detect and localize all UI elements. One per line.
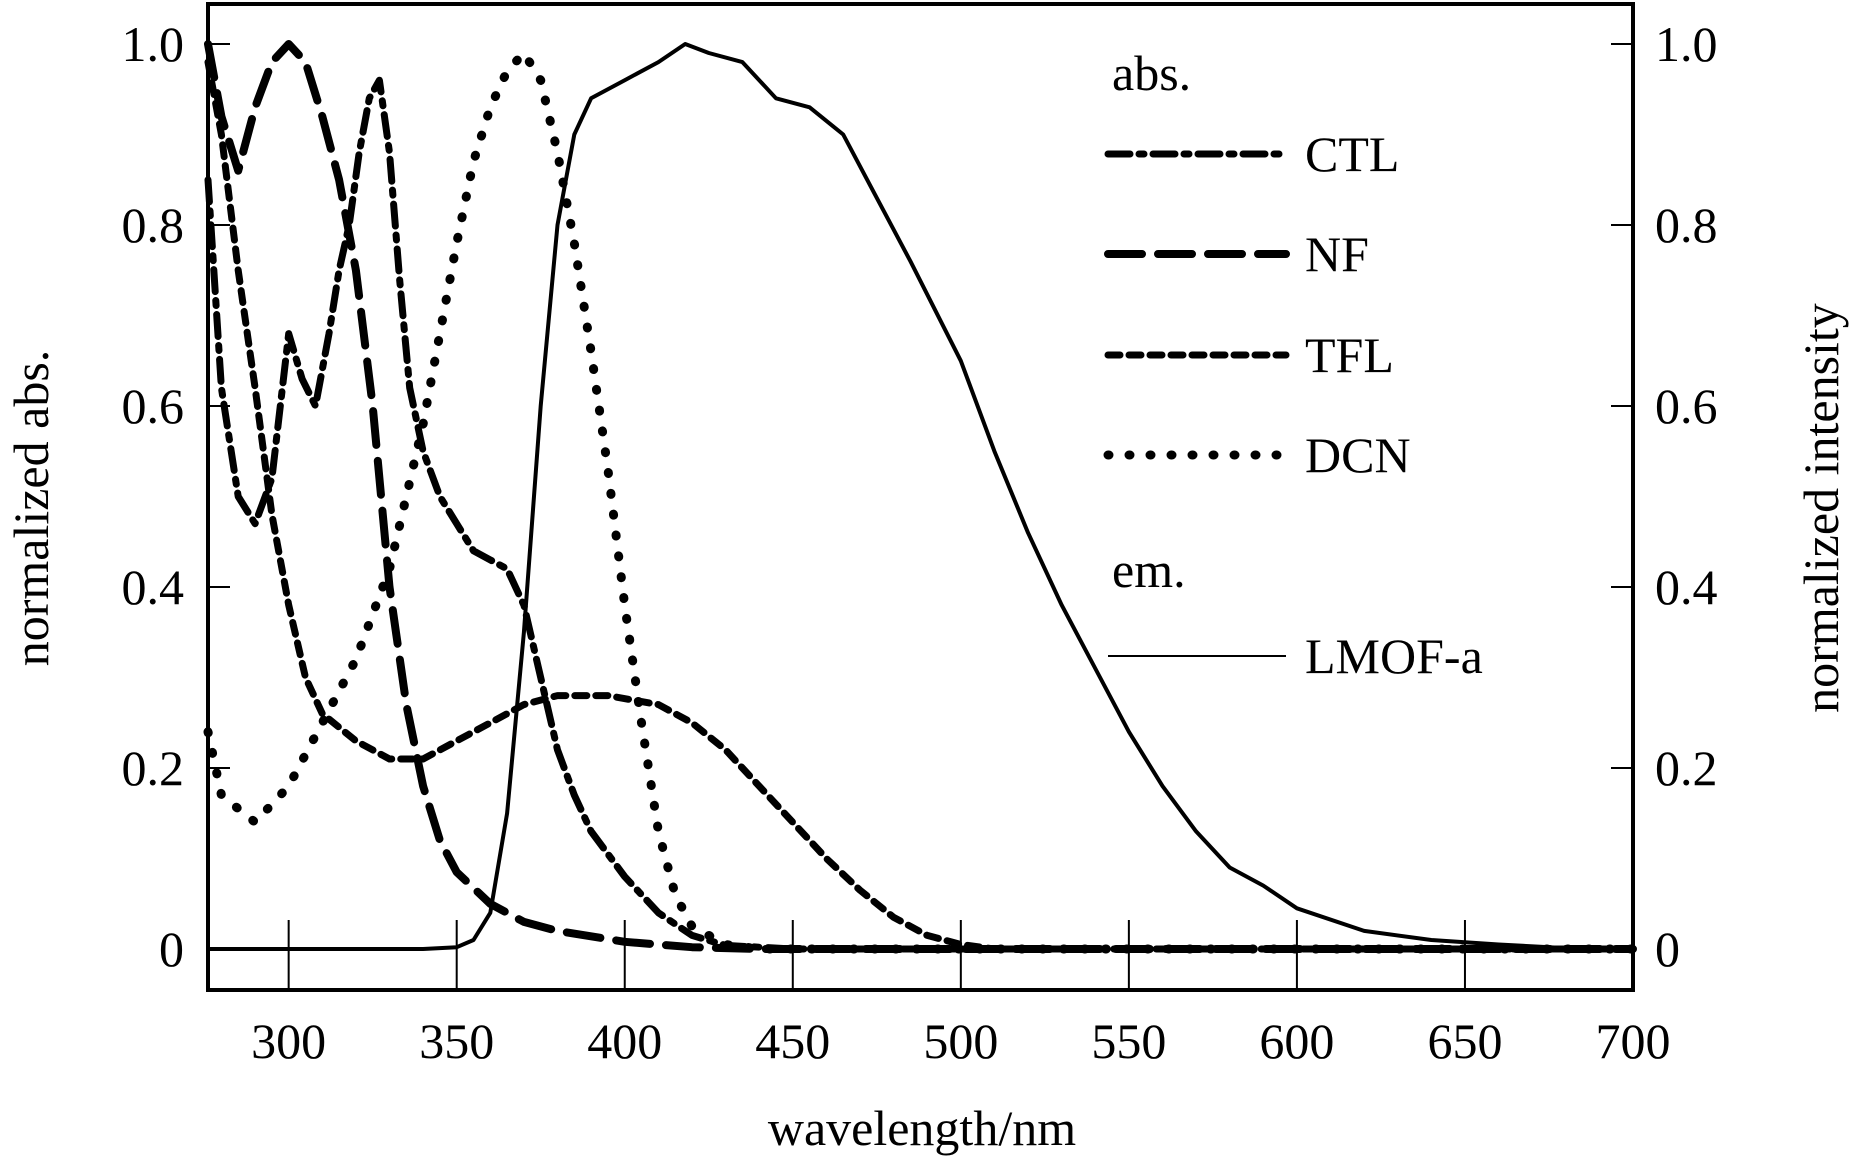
- x-tick-label: 550: [1091, 1013, 1166, 1069]
- y-tick-label-left: 0.8: [122, 197, 185, 253]
- legend-label-lmof-a: LMOF-a: [1305, 628, 1483, 684]
- y-axis-label-left: normalized abs.: [3, 350, 59, 667]
- x-tick-label: 650: [1427, 1013, 1502, 1069]
- legend-label-tfl: TFL: [1305, 327, 1394, 383]
- y-axis-label-right: normalized intensity: [1793, 303, 1849, 713]
- x-tick-label: 450: [755, 1013, 830, 1069]
- y-tick-label-right: 0.8: [1655, 197, 1718, 253]
- legend-heading: abs.: [1112, 45, 1191, 101]
- x-tick-label: 300: [251, 1013, 326, 1069]
- y-tick-label-right: 0.4: [1655, 559, 1718, 615]
- plot-frame: [206, 2, 1635, 992]
- legend-label-ctl: CTL: [1305, 126, 1399, 182]
- y-tick-label-left: 0.6: [122, 378, 185, 434]
- y-tick-label-right: 1.0: [1655, 16, 1718, 72]
- x-tick-label: 700: [1596, 1013, 1671, 1069]
- x-tick-label: 400: [587, 1013, 662, 1069]
- legend-label-nf: NF: [1305, 226, 1369, 282]
- x-axis-label: wavelength/nm: [768, 1100, 1076, 1156]
- y-tick-label-left: 1.0: [122, 16, 185, 72]
- series-line-tfl: [204, 58, 1637, 953]
- y-tick-label-left: 0.4: [122, 559, 185, 615]
- y-tick-label-right: 0: [1655, 921, 1680, 977]
- x-tick-label: 350: [419, 1013, 494, 1069]
- series-line-dcn: [203, 48, 1638, 954]
- y-tick-label-left: 0: [159, 921, 184, 977]
- legend: abs. CTL NF TFL DCN em. LMOF-a: [1103, 45, 1483, 684]
- y-tick-label-right: 0.2: [1655, 740, 1718, 796]
- x-tick-label: 600: [1259, 1013, 1334, 1069]
- legend-label-dcn: DCN: [1305, 427, 1411, 483]
- series-line-ctl: [204, 76, 1637, 953]
- legend-heading: em.: [1112, 542, 1186, 598]
- x-tick-label: 500: [923, 1013, 998, 1069]
- y-tick-label-left: 0.2: [122, 740, 185, 796]
- series-line-lmof-a: [208, 42, 1634, 951]
- series-line-nf: [204, 40, 1637, 953]
- y-tick-label-right: 0.6: [1655, 378, 1718, 434]
